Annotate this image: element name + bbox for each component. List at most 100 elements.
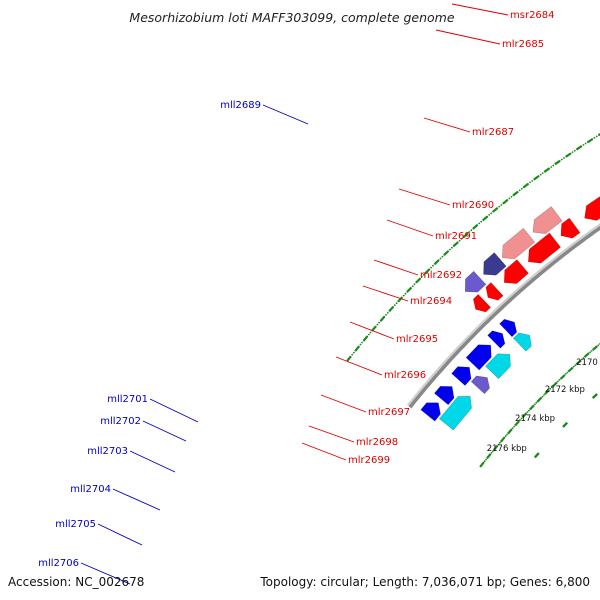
gene-label-layer: msr2684 mlr2685 mlr2687 mlr2690 mlr2691 mlr26… <box>38 3 555 585</box>
ring-dot <box>507 432 510 434</box>
ring-dot <box>508 197 511 200</box>
ring-dot <box>413 283 416 286</box>
gene-label-msr2684[interactable]: msr2684 <box>510 10 555 21</box>
ring-dot <box>522 416 524 418</box>
gene-arrow-mll2701[interactable] <box>499 318 518 338</box>
ring-dot <box>472 227 475 230</box>
kbp-tick-mark <box>533 452 540 459</box>
gene-arrow-mlr2698[interactable] <box>485 282 504 301</box>
gene-arrow-mlr2695[interactable] <box>527 232 562 264</box>
ring-dot <box>554 163 557 165</box>
gene-arrow-mll2706b[interactable] <box>433 385 455 406</box>
ring-dot <box>535 401 538 404</box>
ring-dot <box>513 425 516 428</box>
gene-arrow-mll2702[interactable] <box>487 330 506 349</box>
label-leader-mlr2687 <box>423 117 471 133</box>
gene-arrow-mll2706[interactable] <box>438 395 472 431</box>
gene-arrow-mlr2697a[interactable] <box>503 259 529 284</box>
ring-dot <box>385 313 387 316</box>
ring-dot <box>572 365 575 368</box>
gene-arrow-mlr2699[interactable] <box>464 270 487 293</box>
gene-label-mlr2697[interactable]: mlr2697 <box>368 407 410 418</box>
gene-arrow-mll2705[interactable] <box>451 366 472 386</box>
kbp-tick-mark <box>591 393 598 399</box>
ring-dot <box>393 304 396 306</box>
gene-label-mlr2691[interactable]: mlr2691 <box>435 231 477 242</box>
gene-label-mlr2692[interactable]: mlr2692 <box>420 270 462 281</box>
ring-dot <box>557 380 559 383</box>
gene-arrow-mlr2696[interactable] <box>501 227 536 260</box>
label-leader-mll2704 <box>112 488 161 511</box>
ring-dot <box>531 180 534 182</box>
gene-label-mll2702[interactable]: mll2702 <box>100 416 141 427</box>
ring-dot <box>529 408 532 410</box>
ring-dot <box>595 135 598 138</box>
gene-arrow-mlr2697[interactable] <box>483 252 507 276</box>
ring-dot <box>576 362 578 365</box>
ring-dot <box>499 441 501 444</box>
ring-dot <box>493 448 496 451</box>
gene-label-mlr2699[interactable]: mlr2699 <box>348 455 390 466</box>
ring-dot <box>573 149 576 152</box>
ring-dot <box>386 312 389 314</box>
ring-dot <box>439 257 442 260</box>
ring-dot <box>593 136 596 139</box>
gene-label-mlr2698[interactable]: mlr2698 <box>356 437 398 448</box>
ring-dot <box>402 294 405 297</box>
ring-dot <box>500 204 503 206</box>
ring-dot <box>424 272 427 274</box>
gene-label-mll2704[interactable]: mll2704 <box>70 484 111 495</box>
ring-dot <box>563 157 565 159</box>
gene-arrow-mll2701b[interactable] <box>512 332 532 352</box>
gene-label-mlr2694[interactable]: mlr2694 <box>410 296 452 307</box>
gene-label-mlr2687[interactable]: mlr2687 <box>472 127 514 138</box>
gene-label-mlr2690[interactable]: mlr2690 <box>452 200 494 211</box>
gene-label-mlr2696[interactable]: mlr2696 <box>384 370 426 381</box>
ring-dot <box>552 164 555 167</box>
gene-arrow-mll2703b[interactable] <box>465 344 492 371</box>
ring-dot <box>581 358 583 361</box>
ring-dot <box>449 248 451 251</box>
label-leader-mll2689 <box>262 104 309 125</box>
label-leader-mll2702 <box>142 420 187 442</box>
ring-dot <box>543 170 546 173</box>
gene-label-mlr2685[interactable]: mlr2685 <box>502 39 544 50</box>
ring-dot <box>480 220 483 223</box>
label-leader-mlr2691 <box>386 219 434 237</box>
ring-dot <box>550 386 553 389</box>
gene-label-mlr2695[interactable]: mlr2695 <box>396 334 438 345</box>
ring-dot <box>582 357 585 359</box>
gene-arrow-mlr2692[interactable] <box>560 217 581 239</box>
ring-dot <box>468 231 471 233</box>
label-leader-mlr2695 <box>349 321 395 340</box>
ring-dot <box>432 264 434 267</box>
label-leader-mlr2685 <box>435 29 501 45</box>
ring-dot <box>565 155 568 158</box>
gene-label-mll2705[interactable]: mll2705 <box>55 519 96 530</box>
gene-label-mll2703[interactable]: mll2703 <box>87 446 128 457</box>
gene-arrow-mlr2691[interactable] <box>584 196 600 221</box>
ring-dot <box>528 409 530 412</box>
ring-dot <box>498 205 501 208</box>
gene-arrow-mll2706c[interactable] <box>420 402 441 422</box>
gene-label-mll2706[interactable]: mll2706 <box>38 558 79 569</box>
gene-arrow-mll2704[interactable] <box>470 375 490 395</box>
ring-dot <box>411 285 414 287</box>
ring-dot <box>488 214 491 216</box>
gene-arrow-mll2703[interactable] <box>485 353 511 380</box>
ring-dot <box>511 427 514 429</box>
gene-label-mll2701[interactable]: mll2701 <box>107 394 148 405</box>
label-leader-mlr2697 <box>320 394 367 413</box>
ring-dot <box>574 364 577 367</box>
ring-dot <box>368 333 370 336</box>
ring-dot <box>492 210 495 213</box>
label-leader-mlr2690 <box>398 188 451 206</box>
ring-dot <box>490 212 493 215</box>
ring-dot <box>544 392 547 395</box>
gene-arrow-mlr2694[interactable] <box>532 206 563 235</box>
ring-dot <box>566 371 569 374</box>
gene-label-mll2689[interactable]: mll2689 <box>220 100 261 111</box>
ring-dot <box>500 440 503 443</box>
ring-dot <box>550 166 553 168</box>
gene-arrow-mlr2699b[interactable] <box>472 293 492 313</box>
